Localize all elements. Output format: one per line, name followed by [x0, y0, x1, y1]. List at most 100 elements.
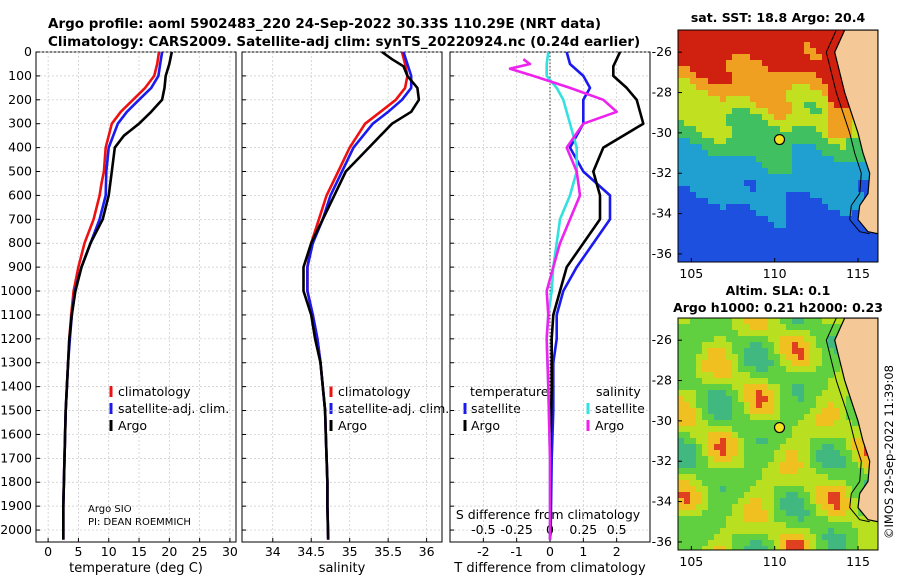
map-cell [714, 198, 720, 204]
map-cell [816, 240, 822, 246]
map-cell [816, 486, 822, 492]
map-cell [828, 174, 834, 180]
x-tick-label: 15 [131, 544, 147, 559]
imos-watermark: ©IMOS 29-Sep-2022 11:39:08 [882, 365, 896, 539]
map-y-tick-label: -32 [652, 165, 672, 180]
map-cell [732, 108, 738, 114]
map-cell [840, 468, 846, 474]
map-cell [810, 486, 816, 492]
y-tick-label: 1800 [0, 474, 32, 489]
map-cell [738, 240, 744, 246]
map-cell [846, 444, 852, 450]
map-cell [750, 474, 756, 480]
map-cell [732, 456, 738, 462]
map-cell [792, 342, 798, 348]
map-cell [834, 126, 840, 132]
map-cell [738, 72, 744, 78]
map-cell [684, 84, 690, 90]
map-cell [690, 456, 696, 462]
map-cell [732, 348, 738, 354]
map-cell [708, 414, 714, 420]
salinity-xlabel: salinity [319, 561, 366, 576]
map-cell [792, 540, 798, 546]
map-cell [780, 486, 786, 492]
map-cell [714, 480, 720, 486]
map-cell [696, 258, 702, 262]
map-cell [678, 102, 684, 108]
map-cell [792, 438, 798, 444]
map-cell [702, 114, 708, 120]
map-cell [798, 156, 804, 162]
map-cell [810, 228, 816, 234]
map-cell [696, 336, 702, 342]
map-cell [762, 510, 768, 516]
map-cell [786, 396, 792, 402]
map-cell [816, 72, 822, 78]
map-cell [738, 486, 744, 492]
map-cell [768, 378, 774, 384]
map-cell [738, 156, 744, 162]
map-cell [714, 414, 720, 420]
map-cell [822, 96, 828, 102]
map-cell [822, 546, 828, 550]
map-cell [876, 528, 878, 534]
map-cell [846, 468, 852, 474]
map-cell [846, 420, 852, 426]
map-cell [828, 258, 834, 262]
map-cell [780, 228, 786, 234]
map-cell [696, 396, 702, 402]
map-cell [750, 60, 756, 66]
map-cell [840, 204, 846, 210]
map-cell [822, 438, 828, 444]
map-cell [732, 522, 738, 528]
map-cell [774, 90, 780, 96]
map-cell [702, 222, 708, 228]
map-cell [696, 498, 702, 504]
map-cell [738, 246, 744, 252]
map-cell [768, 384, 774, 390]
map-cell [696, 132, 702, 138]
map-cell [768, 444, 774, 450]
map-cell [792, 546, 798, 550]
map-cell [774, 150, 780, 156]
map-cell [750, 354, 756, 360]
map-cell [864, 252, 870, 258]
map-cell [720, 156, 726, 162]
map-cell [750, 258, 756, 262]
map-cell [756, 432, 762, 438]
map-cell [780, 144, 786, 150]
map-cell [714, 342, 720, 348]
map-cell [696, 228, 702, 234]
map-cell [678, 528, 684, 534]
map-cell [798, 438, 804, 444]
legend-label-satellite-adj: satellite-adj. clim. [118, 401, 229, 416]
map-cell [684, 222, 690, 228]
map-cell [822, 492, 828, 498]
map-cell [750, 510, 756, 516]
map-cell [750, 378, 756, 384]
map-cell [690, 150, 696, 156]
map-cell [732, 210, 738, 216]
map-cell [690, 30, 696, 36]
map-cell [726, 174, 732, 180]
map-cell [834, 510, 840, 516]
map-cell [726, 420, 732, 426]
map-cell [690, 444, 696, 450]
map-cell [846, 198, 852, 204]
map-cell [678, 522, 684, 528]
map-cell [696, 90, 702, 96]
map-cell [756, 390, 762, 396]
map-cell [822, 456, 828, 462]
map-cell [720, 384, 726, 390]
legend-label-satellite-adj: satellite-adj. clim. [338, 401, 449, 416]
map-cell [690, 516, 696, 522]
map-cell [750, 348, 756, 354]
map-cell [732, 450, 738, 456]
map-cell [738, 504, 744, 510]
map-cell [810, 438, 816, 444]
map-cell [786, 30, 792, 36]
map-cell [756, 186, 762, 192]
map-cell [696, 408, 702, 414]
map-cell [792, 240, 798, 246]
map-cell [678, 498, 684, 504]
